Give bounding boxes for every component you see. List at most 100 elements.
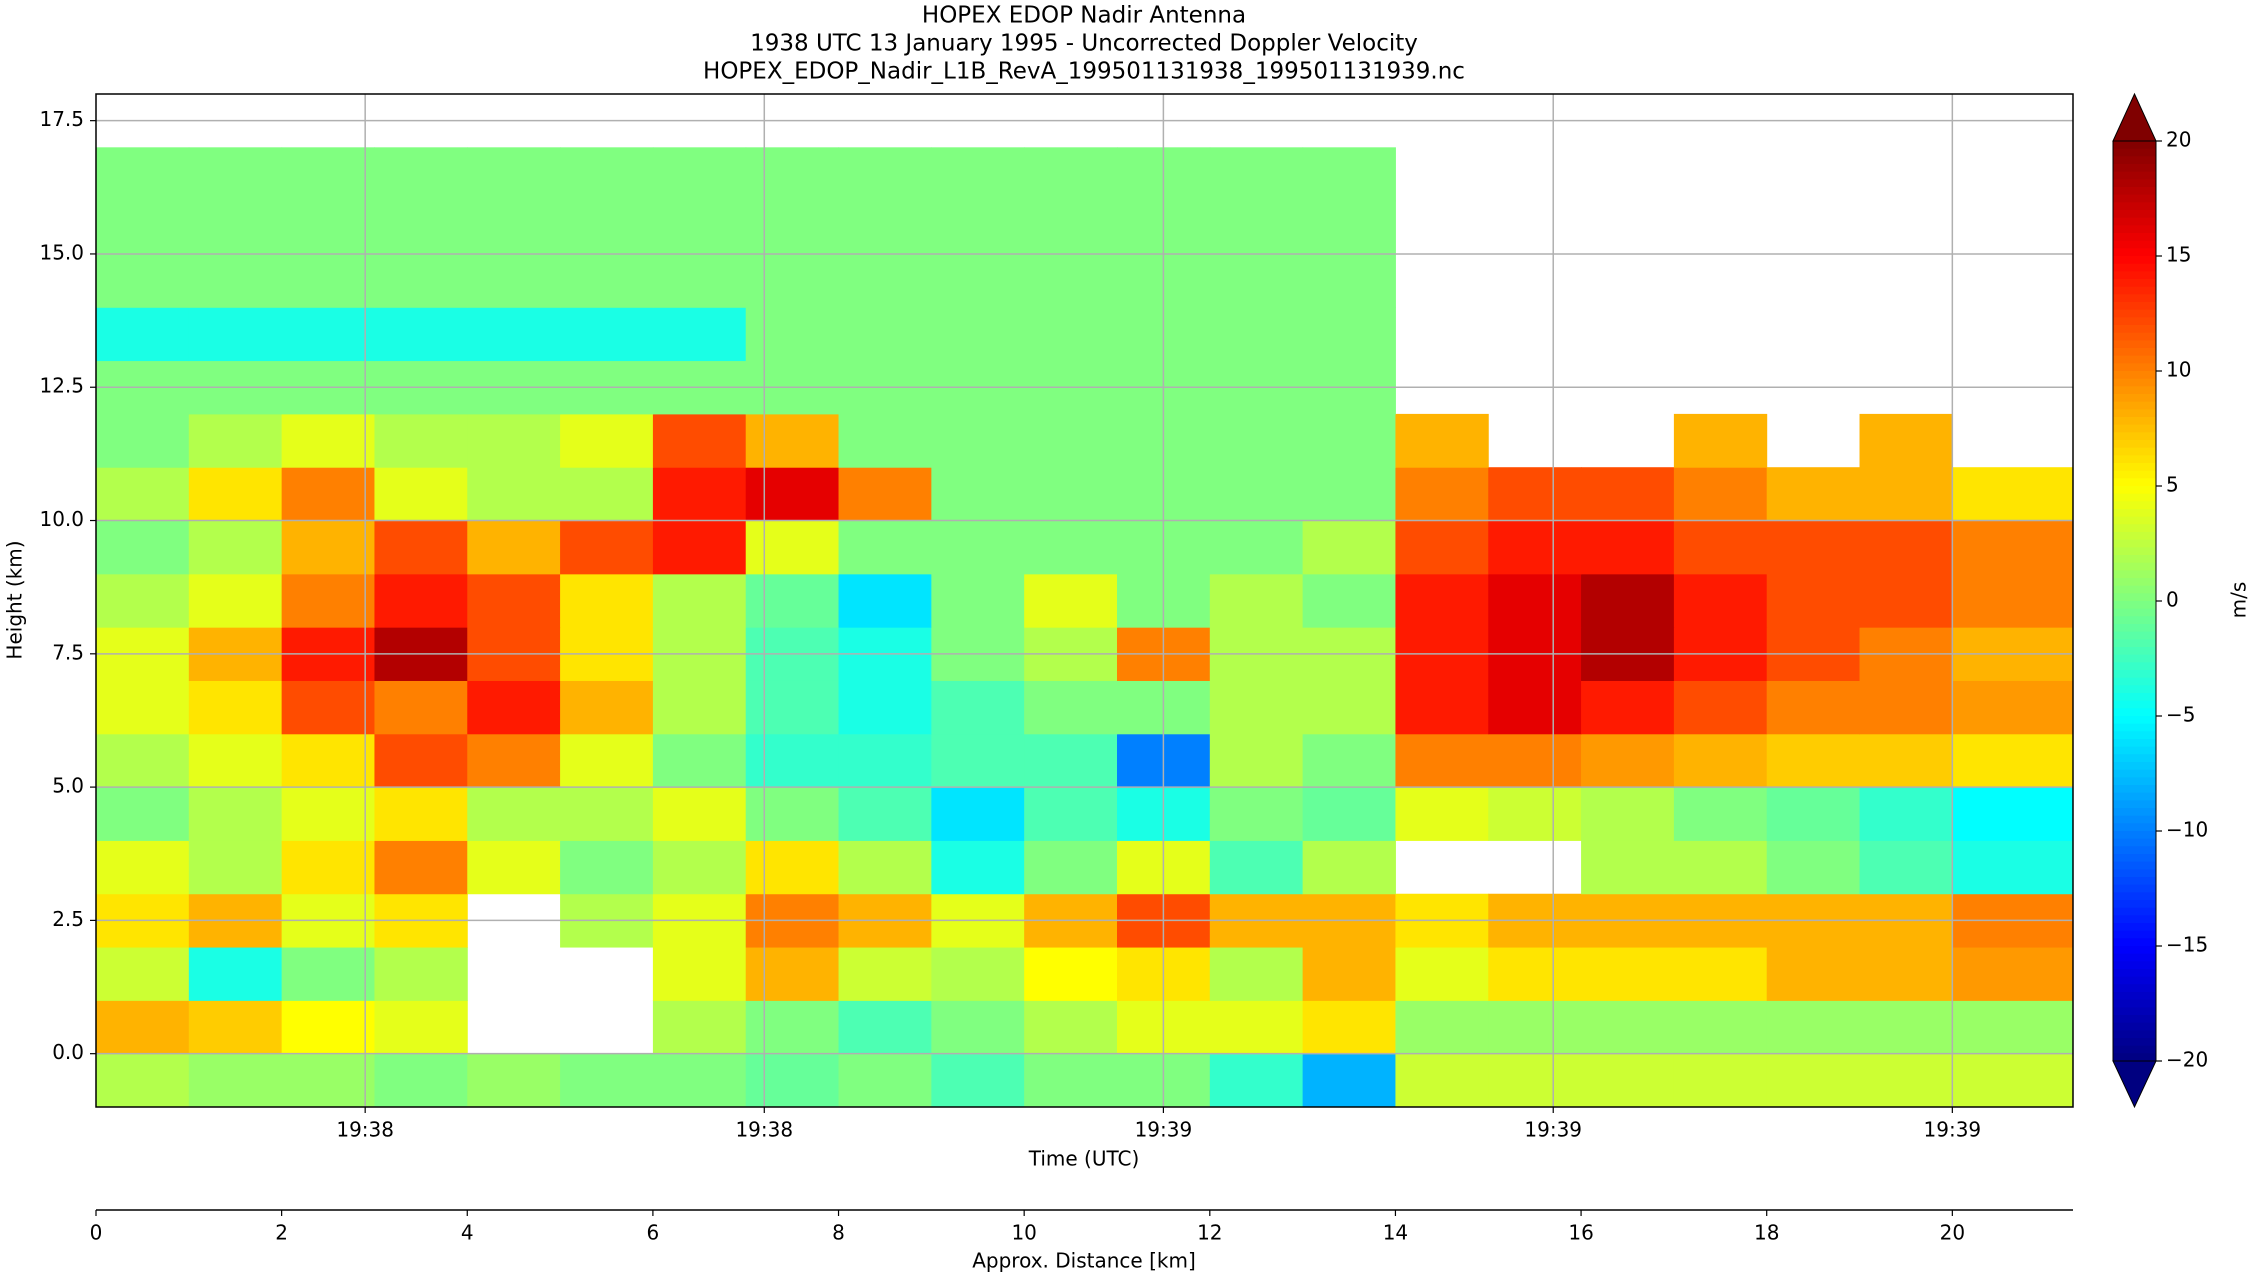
heatmap <box>96 147 2073 1107</box>
colorbar-band <box>2113 915 2156 924</box>
colorbar-band <box>2113 179 2156 188</box>
colorbar-band <box>2113 401 2156 410</box>
x-tick-label: 19:38 <box>336 1118 394 1142</box>
heatmap-cell <box>1581 1053 1675 1107</box>
heatmap-cell <box>188 253 283 308</box>
heatmap-cell <box>281 840 375 895</box>
heatmap-cell <box>467 413 561 468</box>
heatmap-cell <box>1024 573 1118 628</box>
colorbar-band <box>2113 202 2156 211</box>
colorbar-band <box>2113 884 2156 893</box>
heatmap-cell <box>374 680 468 735</box>
heatmap-cell <box>838 787 932 841</box>
colorbar-band <box>2113 309 2156 318</box>
heatmap-cell <box>1581 680 1675 735</box>
distance-tick-label: 14 <box>1383 1221 1408 1245</box>
heatmap-cell <box>931 147 1025 202</box>
heatmap-cell <box>467 307 561 362</box>
heatmap-cell <box>1209 947 1304 1001</box>
heatmap-cell <box>1952 520 2073 575</box>
heatmap-cell <box>96 520 190 575</box>
heatmap-cell <box>1302 147 1396 202</box>
heatmap-cell <box>838 733 932 788</box>
heatmap-cell <box>745 787 840 841</box>
heatmap-cell <box>1395 520 1489 575</box>
heatmap-cell <box>838 467 932 522</box>
colorbar-band <box>2113 984 2156 993</box>
colorbar-band <box>2113 869 2156 878</box>
colorbar-band <box>2113 831 2156 840</box>
heatmap-cell <box>1209 840 1304 895</box>
heatmap-cell <box>467 520 561 575</box>
colorbar-band <box>2113 340 2156 349</box>
colorbar-band <box>2113 141 2156 150</box>
y-tick-label: 7.5 <box>52 640 84 664</box>
heatmap-cell <box>838 680 932 735</box>
heatmap-cell <box>281 307 375 362</box>
heatmap-cell <box>1952 467 2073 522</box>
heatmap-cell <box>1395 573 1489 628</box>
colorbar-band <box>2113 976 2156 985</box>
heatmap-cell <box>1952 787 2073 841</box>
y-tick-label: 12.5 <box>39 374 84 398</box>
colorbar-band <box>2113 248 2156 257</box>
colorbar-band <box>2113 501 2156 510</box>
colorbar-band <box>2113 693 2156 702</box>
colorbar-band <box>2113 631 2156 640</box>
heatmap-cell <box>374 147 468 202</box>
heatmap-cell <box>188 200 283 255</box>
distance-tick-label: 6 <box>647 1221 660 1245</box>
heatmap-cell <box>96 840 190 895</box>
heatmap-cell <box>745 1053 840 1107</box>
heatmap-cell <box>560 787 654 841</box>
heatmap-cell <box>1209 573 1304 628</box>
colorbar-band <box>2113 1015 2156 1024</box>
heatmap-cell <box>374 467 468 522</box>
colorbar-band <box>2113 156 2156 165</box>
heatmap-cell <box>745 467 840 522</box>
heatmap-cell <box>560 413 654 468</box>
heatmap-cell <box>838 1000 932 1055</box>
heatmap-cell <box>838 307 932 362</box>
heatmap-cell <box>1859 680 1953 735</box>
heatmap-cell <box>652 467 747 522</box>
colorbar-band <box>2113 708 2156 717</box>
chart-title: HOPEX EDOP Nadir Antenna <box>922 3 1246 29</box>
heatmap-cell <box>1859 573 1953 628</box>
heatmap-cell <box>652 573 747 628</box>
colorbar-band <box>2113 562 2156 571</box>
heatmap-cell <box>652 413 747 468</box>
heatmap-cell <box>1395 680 1489 735</box>
heatmap-cell <box>374 733 468 788</box>
heatmap-cell <box>1952 1000 2073 1055</box>
y-tick-label: 2.5 <box>52 907 84 931</box>
colorbar-band <box>2113 225 2156 234</box>
heatmap-cell <box>1024 307 1118 362</box>
heatmap-cell <box>560 467 654 522</box>
heatmap-cell <box>745 1000 840 1055</box>
distance-tick-label: 8 <box>832 1221 845 1245</box>
heatmap-cell <box>1859 520 1953 575</box>
colorbar-tick-label: −5 <box>2166 703 2195 727</box>
heatmap-cell <box>1581 467 1675 522</box>
heatmap-cell <box>1859 947 1953 1001</box>
colorbar-label: m/s <box>2227 582 2250 619</box>
colorbar-band <box>2113 953 2156 962</box>
heatmap-cell <box>1395 1053 1489 1107</box>
heatmap-cell <box>1673 467 1768 522</box>
heatmap-cell <box>745 573 840 628</box>
heatmap-cell <box>1395 787 1489 841</box>
heatmap-cell <box>1581 1000 1675 1055</box>
colorbar-band <box>2113 417 2156 426</box>
colorbar-band <box>2113 723 2156 732</box>
distance-tick-label: 4 <box>461 1221 474 1245</box>
colorbar-band <box>2113 317 2156 326</box>
heatmap-cell <box>188 573 283 628</box>
colorbar-band <box>2113 877 2156 886</box>
heatmap-cell <box>281 573 375 628</box>
heatmap-cell <box>560 200 654 255</box>
heatmap-cell <box>1673 680 1768 735</box>
colorbar-band <box>2113 493 2156 502</box>
heatmap-cell <box>188 1053 283 1107</box>
colorbar-band <box>2113 263 2156 272</box>
